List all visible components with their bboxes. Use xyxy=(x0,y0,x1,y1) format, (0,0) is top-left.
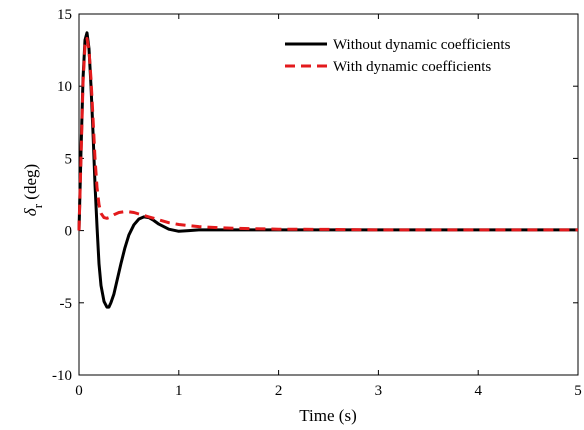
y-axis-unit: (deg) xyxy=(21,164,40,204)
legend-label-with: With dynamic coefficients xyxy=(333,59,491,75)
y-tick-label: 15 xyxy=(57,7,72,23)
series-layer xyxy=(77,31,578,309)
x-tick-label: 3 xyxy=(375,383,383,399)
plot-area-frame xyxy=(78,13,579,376)
x-tick-label: 1 xyxy=(175,383,183,399)
series-line-without-dynamic-coefficients xyxy=(77,31,578,309)
y-axis-subscript: r xyxy=(30,203,45,208)
legend: Without dynamic coefficients With dynami… xyxy=(285,37,511,75)
y-tick-label: -5 xyxy=(60,296,73,312)
x-tick-label: 2 xyxy=(275,383,283,399)
y-tick-label: 0 xyxy=(65,224,73,240)
x-tick-label: 0 xyxy=(75,383,83,399)
y-tick-label: 10 xyxy=(57,79,72,95)
x-tick-label: 5 xyxy=(574,383,582,399)
x-axis-title: Time (s) xyxy=(299,406,356,425)
y-tick-label: 5 xyxy=(65,151,73,167)
y-axis-symbol: δ xyxy=(21,207,40,216)
y-axis-title: δr (deg) xyxy=(21,164,45,216)
series-line-with-dynamic-coefficients xyxy=(77,37,578,232)
x-tick-label: 4 xyxy=(474,383,482,399)
y-tick-label: -10 xyxy=(52,368,72,384)
legend-label-without: Without dynamic coefficients xyxy=(333,37,511,53)
axis-ticks: 0 1 2 3 4 5 -10 -5 0 5 10 15 xyxy=(52,7,582,399)
